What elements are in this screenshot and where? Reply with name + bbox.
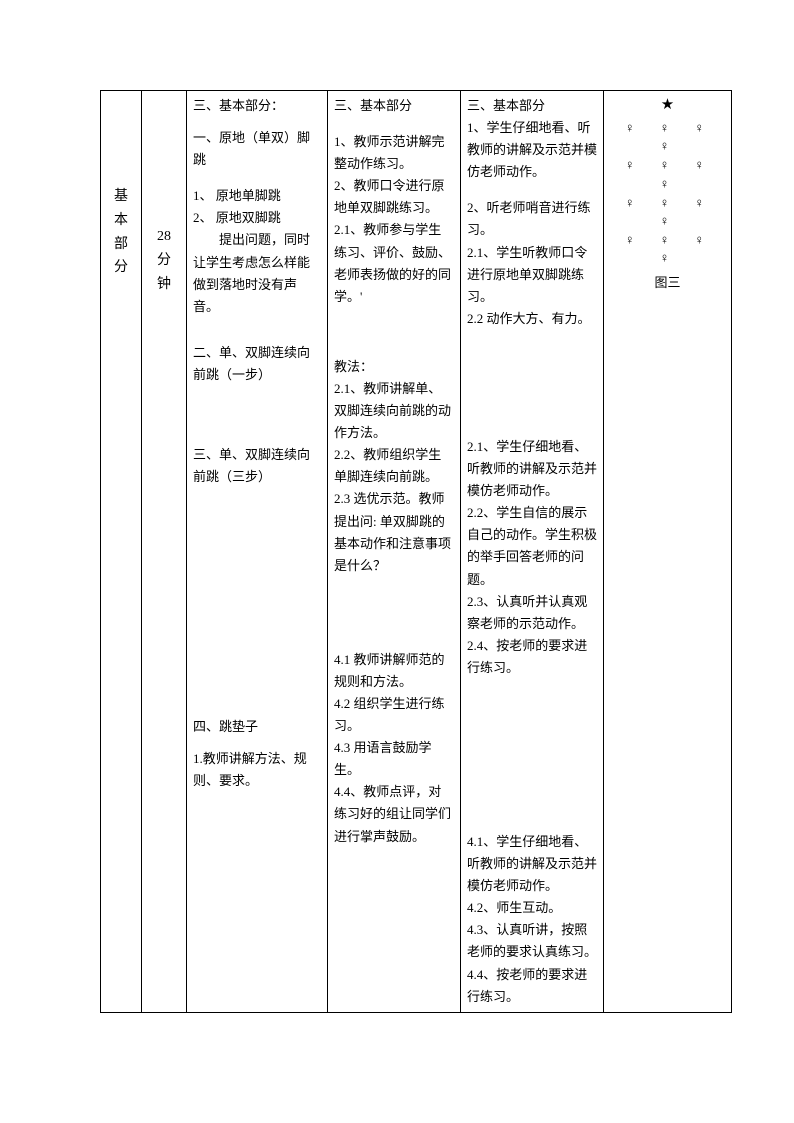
diagram-row: ♀ ♀ ♀ ♀ (610, 119, 725, 155)
teach-item: 4.4、教师点评，对练习好的组让同学们进行掌声鼓励。 (334, 781, 454, 847)
content-item: 一、原地（单双）脚跳 (193, 127, 321, 171)
time-unit: 分 (157, 249, 171, 273)
content-note: 提出问题，同时让学生考虑怎么样能做到落地时没有声音。 (193, 229, 321, 317)
content-item: 2、 原地双脚跳 (193, 207, 321, 229)
content-item: 三、单、双脚连续向前跳（三步） (193, 444, 321, 488)
time-cell: 28 分 钟 (142, 91, 187, 1013)
student-item: 4.2、师生互动。 (467, 897, 597, 919)
student-item: 2.2 动作大方、有力。 (467, 308, 597, 330)
teach-item: 2.1、教师参与学生练习、评价、鼓励、老师表扬做的好的同学。' (334, 219, 454, 307)
student-item: 2.2、学生自信的展示自己的动作。学生积极的举手回答老师的问题。 (467, 502, 597, 590)
student-item: 4.1、学生仔细地看、听教师的讲解及示范并模仿老师动作。 (467, 831, 597, 897)
diagram-cell: ★ ♀ ♀ ♀ ♀ ♀ ♀ ♀ ♀ ♀ ♀ ♀ ♀ ♀ ♀ ♀ ♀ 图三 (604, 91, 732, 1013)
student-item: 4.4、按老师的要求进行练习。 (467, 964, 597, 1008)
diagram-caption: 图三 (610, 274, 725, 292)
student-item: 4.3、认真听讲，按照老师的要求认真练习。 (467, 919, 597, 963)
teach-item: 2.3 选优示范。教师提出问: 单双脚跳的基本动作和注意事项是什么？ (334, 488, 454, 576)
content-item: 四、跳垫子 (193, 716, 321, 738)
content-heading: 三、基本部分： (193, 95, 321, 117)
diagram-row: ♀ ♀ ♀ ♀ (610, 231, 725, 267)
student-item: 2.3、认真听并认真观察老师的示范动作。 (467, 591, 597, 635)
content-item: 1.教师讲解方法、规则、要求。 (193, 748, 321, 792)
star-icon: ★ (610, 95, 725, 116)
teach-item: 4.2 组织学生进行练习。 (334, 693, 454, 737)
student-item: 2.1、学生仔细地看、听教师的讲解及示范并模仿老师动作。 (467, 436, 597, 502)
content-item: 1、 原地单脚跳 (193, 185, 321, 207)
teach-item: 2.1、教师讲解单、双脚连续向前跳的动作方法。 (334, 378, 454, 444)
teach-item: 1、教师示范讲解完整动作练习。 (334, 131, 454, 175)
student-item: 2、听老师哨音进行练习。 (467, 197, 597, 241)
teach-method-heading: 教法： (334, 356, 454, 378)
student-item: 1、学生仔细地看、听教师的讲解及示范并模仿老师动作。 (467, 117, 597, 183)
time-unit: 钟 (157, 273, 171, 297)
section-char: 本 (114, 209, 128, 233)
section-char: 分 (114, 256, 128, 280)
section-char: 基 (114, 185, 128, 209)
formation-diagram: ★ ♀ ♀ ♀ ♀ ♀ ♀ ♀ ♀ ♀ ♀ ♀ ♀ ♀ ♀ ♀ ♀ 图三 (610, 95, 725, 292)
teach-item: 2.2、教师组织学生单脚连续向前跳。 (334, 444, 454, 488)
diagram-row: ♀ ♀ ♀ ♀ (610, 194, 725, 230)
teach-item: 4.3 用语言鼓励学生。 (334, 737, 454, 781)
diagram-row: ♀ ♀ ♀ ♀ (610, 156, 725, 192)
time-number: 28 (157, 225, 171, 249)
student-item: 2.4、按老师的要求进行练习。 (467, 635, 597, 679)
table-row: 基 本 部 分 28 分 钟 三、基本部分： 一、原地（单双）脚跳 1、 原地单… (101, 91, 732, 1013)
section-cell: 基 本 部 分 (101, 91, 142, 1013)
student-heading: 三、基本部分 (467, 95, 597, 117)
teach-heading: 三、基本部分 (334, 95, 454, 117)
teach-item: 2、教师口令进行原地单双脚跳练习。 (334, 175, 454, 219)
lesson-table: 基 本 部 分 28 分 钟 三、基本部分： 一、原地（单双）脚跳 1、 原地单… (100, 90, 732, 1013)
student-item: 2.1、学生听教师口令进行原地单双脚跳练习。 (467, 242, 597, 308)
teach-cell: 三、基本部分 1、教师示范讲解完整动作练习。 2、教师口令进行原地单双脚跳练习。… (328, 91, 461, 1013)
page: 基 本 部 分 28 分 钟 三、基本部分： 一、原地（单双）脚跳 1、 原地单… (0, 0, 794, 1073)
border-tick (731, 546, 732, 556)
section-char: 部 (114, 233, 128, 257)
content-item: 二、单、双脚连续向前跳（一步） (193, 342, 321, 386)
content-cell: 三、基本部分： 一、原地（单双）脚跳 1、 原地单脚跳 2、 原地双脚跳 提出问… (187, 91, 328, 1013)
student-cell: 三、基本部分 1、学生仔细地看、听教师的讲解及示范并模仿老师动作。 2、听老师哨… (461, 91, 604, 1013)
teach-item: 4.1 教师讲解师范的规则和方法。 (334, 649, 454, 693)
